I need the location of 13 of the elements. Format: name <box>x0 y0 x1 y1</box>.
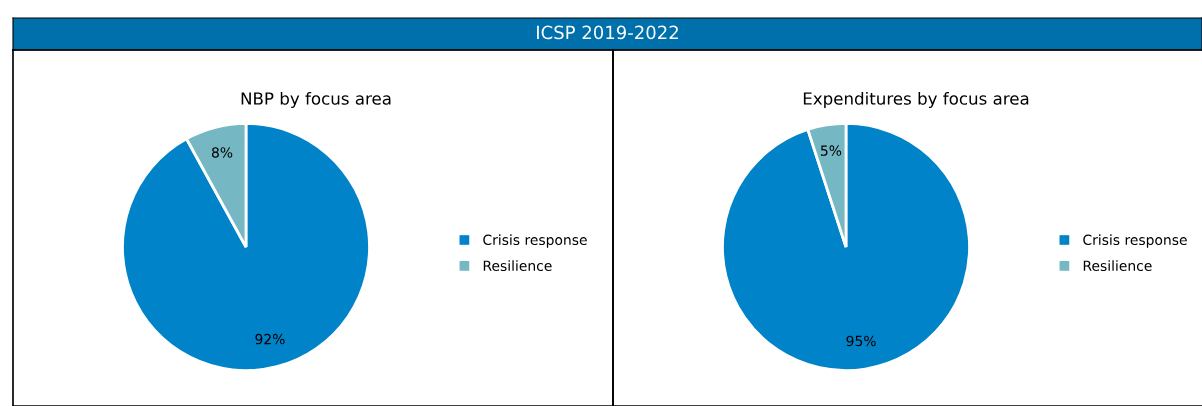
data-label: 5% <box>820 145 842 156</box>
legend-label: Resilience <box>1083 260 1152 271</box>
legend-label: Crisis response <box>483 234 587 248</box>
data-label: 8% <box>211 147 233 158</box>
legend-label: Crisis response <box>1083 234 1187 248</box>
text: ICSP 2019-2022 <box>537 25 678 40</box>
pie-slice <box>121 122 371 372</box>
pie-slice <box>721 122 971 372</box>
chart-title: Expenditures by focus area <box>803 91 1029 109</box>
chart-title: NBP by focus area <box>241 91 391 109</box>
data-label: 92% <box>255 333 285 345</box>
data-label: 95% <box>846 335 876 347</box>
legend-label: Resilience <box>483 260 552 271</box>
